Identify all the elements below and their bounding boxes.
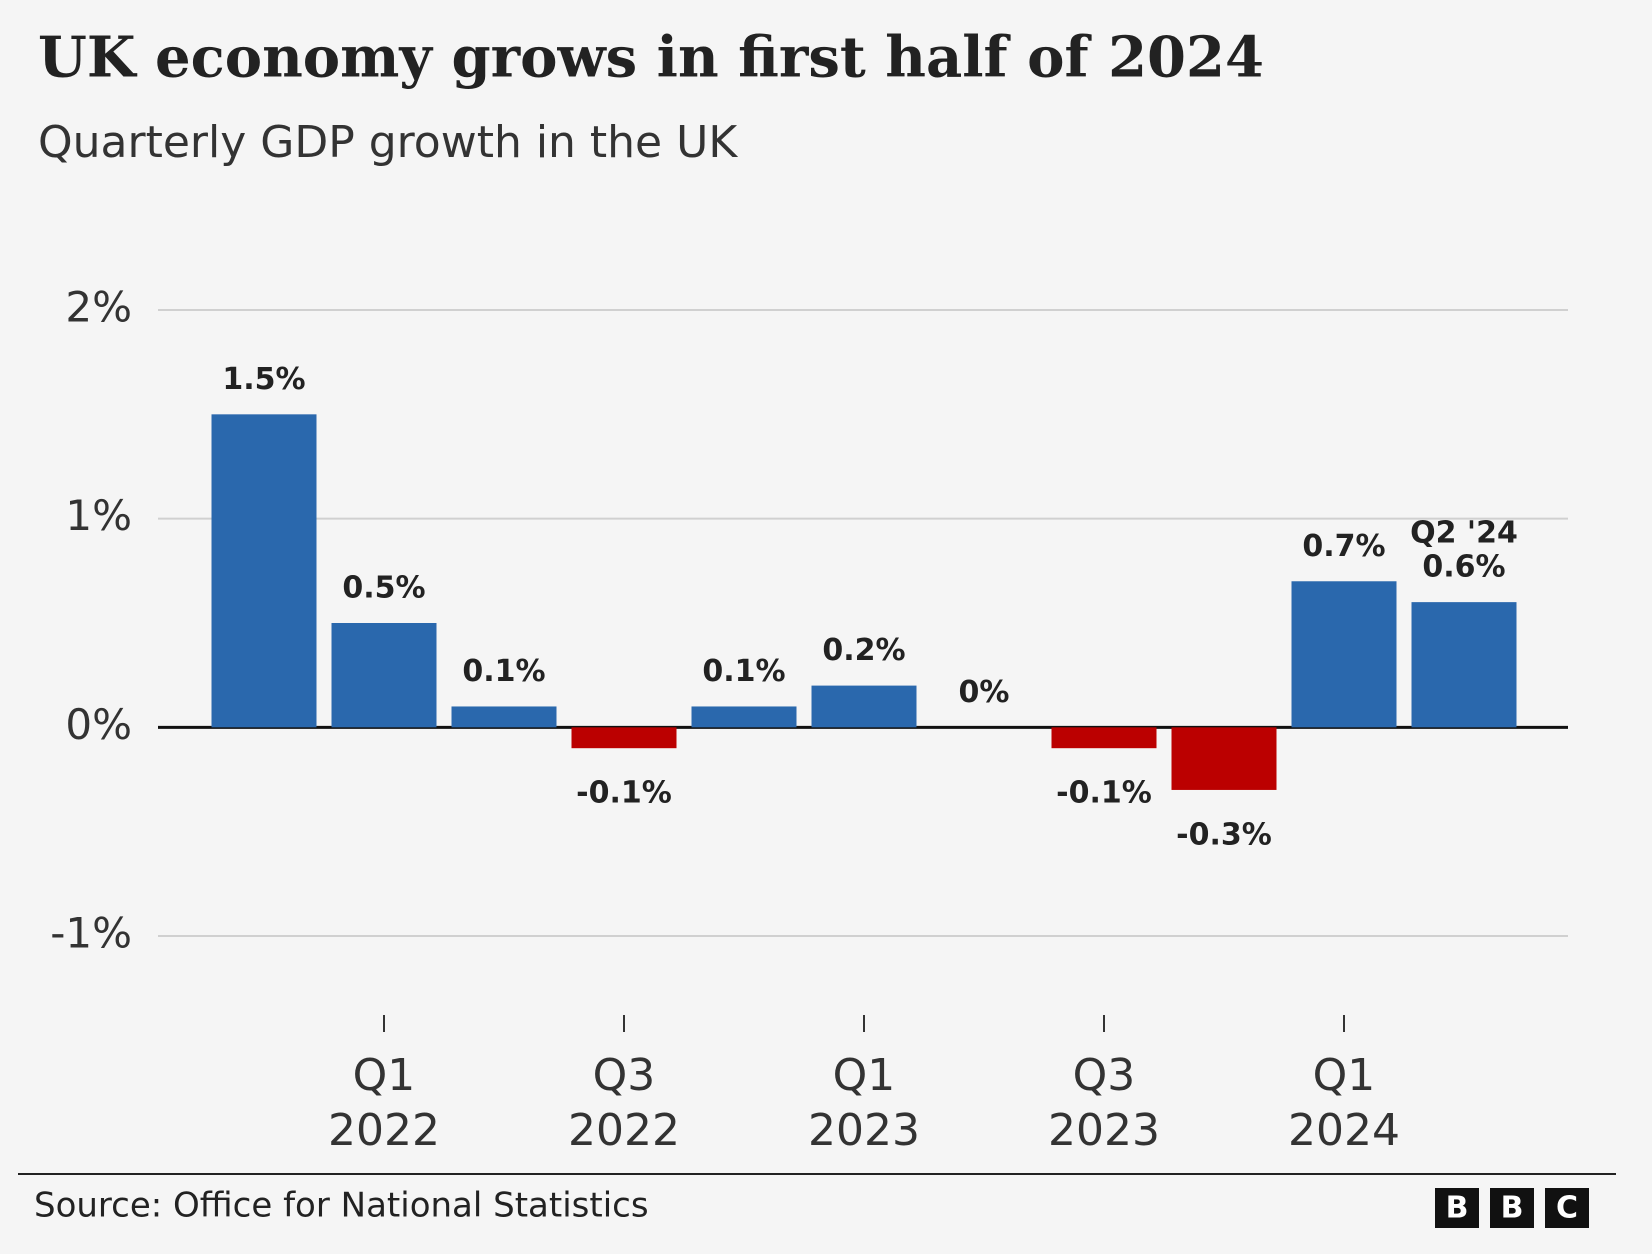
- x-tick-label: Q1: [833, 1050, 896, 1101]
- logo-letter: C: [1556, 1191, 1578, 1226]
- source: Source: Office for National Statistics: [34, 1186, 649, 1226]
- bar: [331, 623, 437, 728]
- value-label: 0.2%: [822, 633, 905, 668]
- value-label: 1.5%: [222, 362, 305, 397]
- value-label: 0.5%: [342, 571, 425, 606]
- value-label: 0.1%: [462, 654, 545, 689]
- x-tick-label: 2023: [1048, 1105, 1160, 1156]
- value-label: -0.1%: [1056, 776, 1152, 811]
- bar: [1171, 727, 1277, 790]
- logo-letter: B: [1446, 1191, 1469, 1226]
- x-tick-label: Q3: [1073, 1050, 1136, 1101]
- x-tick-label: 2022: [568, 1105, 680, 1156]
- x-tick-label: Q1: [353, 1050, 416, 1101]
- bar: [571, 727, 677, 749]
- x-tick-label: Q1: [1313, 1050, 1376, 1101]
- bar: [1411, 602, 1517, 728]
- y-tick-label: 0%: [65, 700, 132, 749]
- bar: [691, 706, 797, 728]
- x-tick-label: 2022: [328, 1105, 440, 1156]
- bar: [1051, 727, 1157, 749]
- value-label: -0.3%: [1176, 817, 1272, 852]
- annotation: Q2 '24: [1410, 516, 1518, 551]
- logo-box: [1435, 1188, 1479, 1228]
- value-label: 0.1%: [702, 654, 785, 689]
- logo-box: [1490, 1188, 1534, 1228]
- y-tick-label: 2%: [65, 283, 132, 332]
- value-label: 0.6%: [1422, 550, 1505, 585]
- value-label: 0.7%: [1302, 529, 1385, 564]
- value-label: -0.1%: [576, 776, 672, 811]
- x-tick-label: Q3: [593, 1050, 656, 1101]
- value-label: 0%: [959, 675, 1010, 710]
- x-tick-label: 2024: [1288, 1105, 1400, 1156]
- bar: [211, 414, 317, 728]
- logo-letter: B: [1501, 1191, 1524, 1226]
- bar: [811, 685, 917, 728]
- y-tick-label: -1%: [50, 909, 132, 958]
- x-tick-label: 2023: [808, 1105, 920, 1156]
- bar: [1291, 581, 1397, 728]
- chart-title: UK economy grows in first half of 2024: [38, 25, 1264, 91]
- y-tick-label: 1%: [65, 491, 132, 540]
- bar: [451, 706, 557, 728]
- logo-box: [1545, 1188, 1589, 1228]
- chart-subtitle: Quarterly GDP growth in the UK: [38, 117, 738, 168]
